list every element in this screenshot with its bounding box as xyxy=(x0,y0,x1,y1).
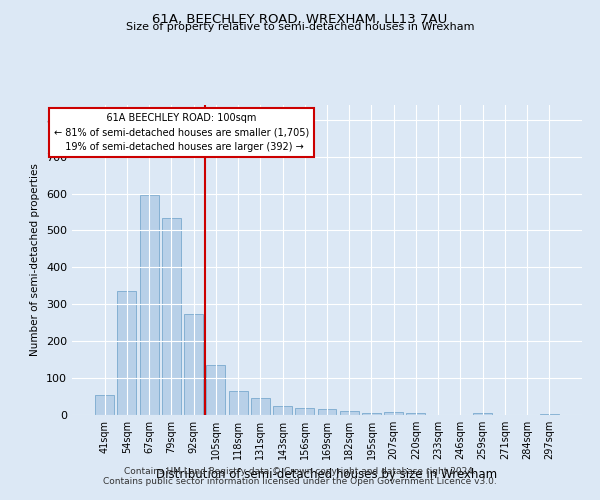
Text: Size of property relative to semi-detached houses in Wrexham: Size of property relative to semi-detach… xyxy=(126,22,474,32)
Bar xyxy=(540,414,559,415)
Bar xyxy=(184,314,203,415)
X-axis label: Distribution of semi-detached houses by size in Wrexham: Distribution of semi-detached houses by … xyxy=(157,468,497,480)
Bar xyxy=(273,406,292,415)
Bar xyxy=(118,292,136,415)
Bar xyxy=(362,413,381,415)
Text: 61A, BEECHLEY ROAD, WREXHAM, LL13 7AU: 61A, BEECHLEY ROAD, WREXHAM, LL13 7AU xyxy=(152,12,448,26)
Text: Contains public sector information licensed under the Open Government Licence v3: Contains public sector information licen… xyxy=(103,477,497,486)
Bar xyxy=(229,391,248,415)
Bar xyxy=(473,413,492,415)
Text: 61A BEECHLEY ROAD: 100sqm    
← 81% of semi-detached houses are smaller (1,705)
: 61A BEECHLEY ROAD: 100sqm ← 81% of semi-… xyxy=(54,113,309,152)
Bar xyxy=(406,413,425,415)
Bar xyxy=(162,218,181,415)
Bar xyxy=(384,412,403,415)
Bar xyxy=(251,398,270,415)
Bar xyxy=(140,196,158,415)
Bar xyxy=(340,412,359,415)
Y-axis label: Number of semi-detached properties: Number of semi-detached properties xyxy=(31,164,40,356)
Bar xyxy=(206,365,225,415)
Bar xyxy=(317,410,337,415)
Text: Contains HM Land Registry data © Crown copyright and database right 2024.: Contains HM Land Registry data © Crown c… xyxy=(124,467,476,476)
Bar xyxy=(295,408,314,415)
Bar xyxy=(95,394,114,415)
